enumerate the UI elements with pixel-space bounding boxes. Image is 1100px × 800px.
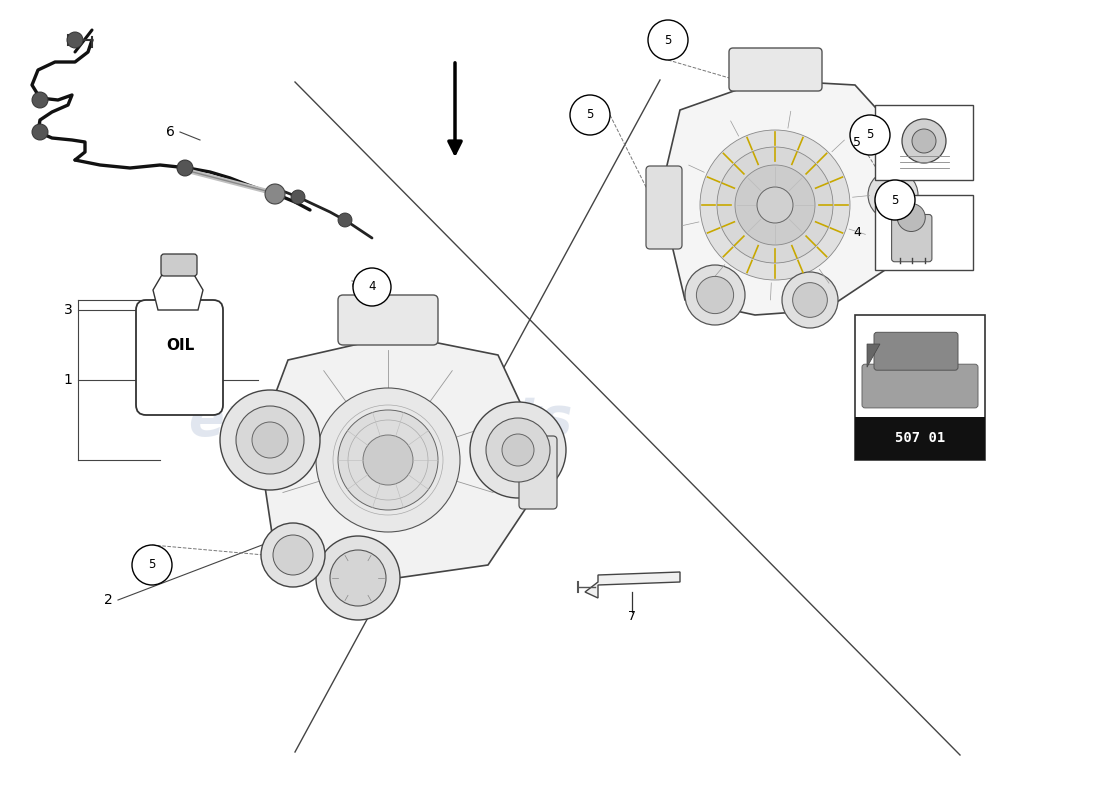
Circle shape [132,545,172,585]
Text: 2: 2 [103,593,112,607]
Circle shape [912,129,936,153]
FancyBboxPatch shape [646,166,682,249]
Text: 5: 5 [586,109,594,122]
Text: 4: 4 [854,226,861,239]
Circle shape [648,20,688,60]
Circle shape [717,147,833,263]
FancyBboxPatch shape [136,300,223,415]
FancyBboxPatch shape [338,295,438,345]
Circle shape [273,535,314,575]
Circle shape [363,435,412,485]
Circle shape [338,213,352,227]
Circle shape [902,119,946,163]
Circle shape [338,410,438,510]
FancyBboxPatch shape [161,254,197,276]
Text: eurocarparts: eurocarparts [188,394,572,446]
Circle shape [502,434,534,466]
Text: 5: 5 [852,136,861,149]
FancyBboxPatch shape [855,417,984,460]
Circle shape [700,130,850,280]
Polygon shape [585,572,680,598]
Text: 5: 5 [867,129,873,142]
Circle shape [330,550,386,606]
FancyBboxPatch shape [874,332,958,370]
Polygon shape [258,335,538,580]
FancyBboxPatch shape [862,364,978,408]
Text: 507 01: 507 01 [895,431,945,446]
Circle shape [67,32,82,48]
Circle shape [252,422,288,458]
Text: 6: 6 [166,125,175,139]
Circle shape [32,124,48,140]
Text: OIL: OIL [166,338,194,353]
Circle shape [793,282,827,318]
FancyBboxPatch shape [874,105,974,180]
Circle shape [782,272,838,328]
Circle shape [265,184,285,204]
Circle shape [32,92,48,108]
Circle shape [696,276,734,314]
Circle shape [261,523,324,587]
Circle shape [850,115,890,155]
Circle shape [236,406,304,474]
FancyBboxPatch shape [874,195,974,270]
Polygon shape [153,273,204,310]
Circle shape [898,203,925,231]
FancyBboxPatch shape [855,315,984,460]
Circle shape [292,190,305,204]
Text: 5: 5 [664,34,672,46]
Text: 4: 4 [368,281,376,294]
Text: 3: 3 [64,303,73,317]
Circle shape [316,388,460,532]
Circle shape [570,95,611,135]
Circle shape [470,402,566,498]
Text: 7: 7 [628,610,636,623]
Circle shape [353,268,390,306]
Circle shape [874,180,915,220]
Text: 1: 1 [64,373,73,387]
Circle shape [735,165,815,245]
Text: a passion for parts: a passion for parts [296,511,464,529]
Text: 5: 5 [891,194,899,206]
FancyBboxPatch shape [519,436,557,509]
FancyBboxPatch shape [729,48,822,91]
Polygon shape [660,80,910,315]
Circle shape [486,418,550,482]
Circle shape [757,187,793,223]
Circle shape [177,160,192,176]
Circle shape [685,265,745,325]
Text: 5: 5 [148,558,156,571]
Polygon shape [867,344,880,367]
Circle shape [316,536,400,620]
Circle shape [220,390,320,490]
FancyBboxPatch shape [892,214,932,262]
Circle shape [868,170,918,220]
